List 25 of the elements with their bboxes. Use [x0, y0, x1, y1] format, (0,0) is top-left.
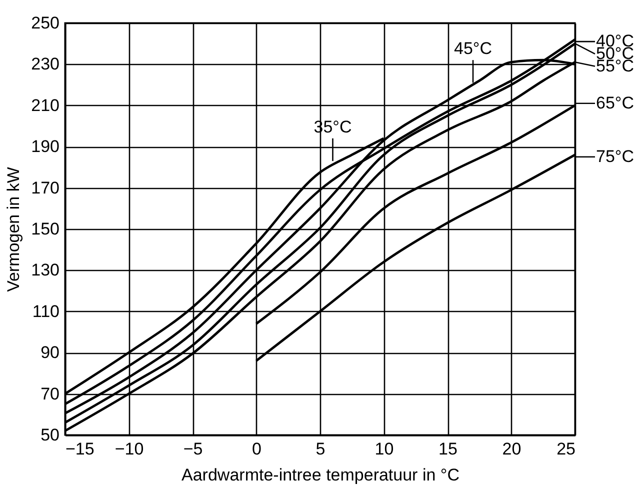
x-tick-label: −5	[183, 440, 203, 458]
x-tick-label: 25	[556, 440, 576, 458]
y-tick-label: 250	[31, 14, 60, 32]
y-tick-label: 50	[40, 426, 60, 444]
annotation: 45°C	[454, 39, 492, 58]
y-tick-label: 70	[40, 384, 60, 404]
x-axis-title: Aardwarmte-intree temperatuur in °C	[182, 466, 460, 484]
annotation: 75°C	[596, 146, 634, 166]
x-tick-label: −10	[114, 440, 144, 458]
y-tick-label: 230	[31, 54, 60, 74]
x-tick-label: 15	[438, 440, 458, 458]
y-tick-label: 130	[31, 260, 60, 280]
y-axis-title: Vermogen in kW	[4, 167, 24, 292]
x-tick-label: 10	[374, 440, 394, 458]
x-tick-label: 5	[316, 440, 326, 458]
y-tick-label: 110	[32, 302, 60, 321]
x-tick-label: 0	[252, 440, 262, 458]
y-tick-label: 210	[31, 96, 60, 115]
y-tick-label: 170	[31, 178, 60, 198]
y-tick-label: 90	[40, 343, 60, 362]
x-tick-label: −15	[66, 440, 94, 458]
x-tick-label: 20	[502, 440, 522, 458]
annotation: 65°C	[596, 93, 634, 112]
y-tick-label: 150	[31, 220, 60, 238]
y-tick-label: 190	[31, 137, 60, 156]
